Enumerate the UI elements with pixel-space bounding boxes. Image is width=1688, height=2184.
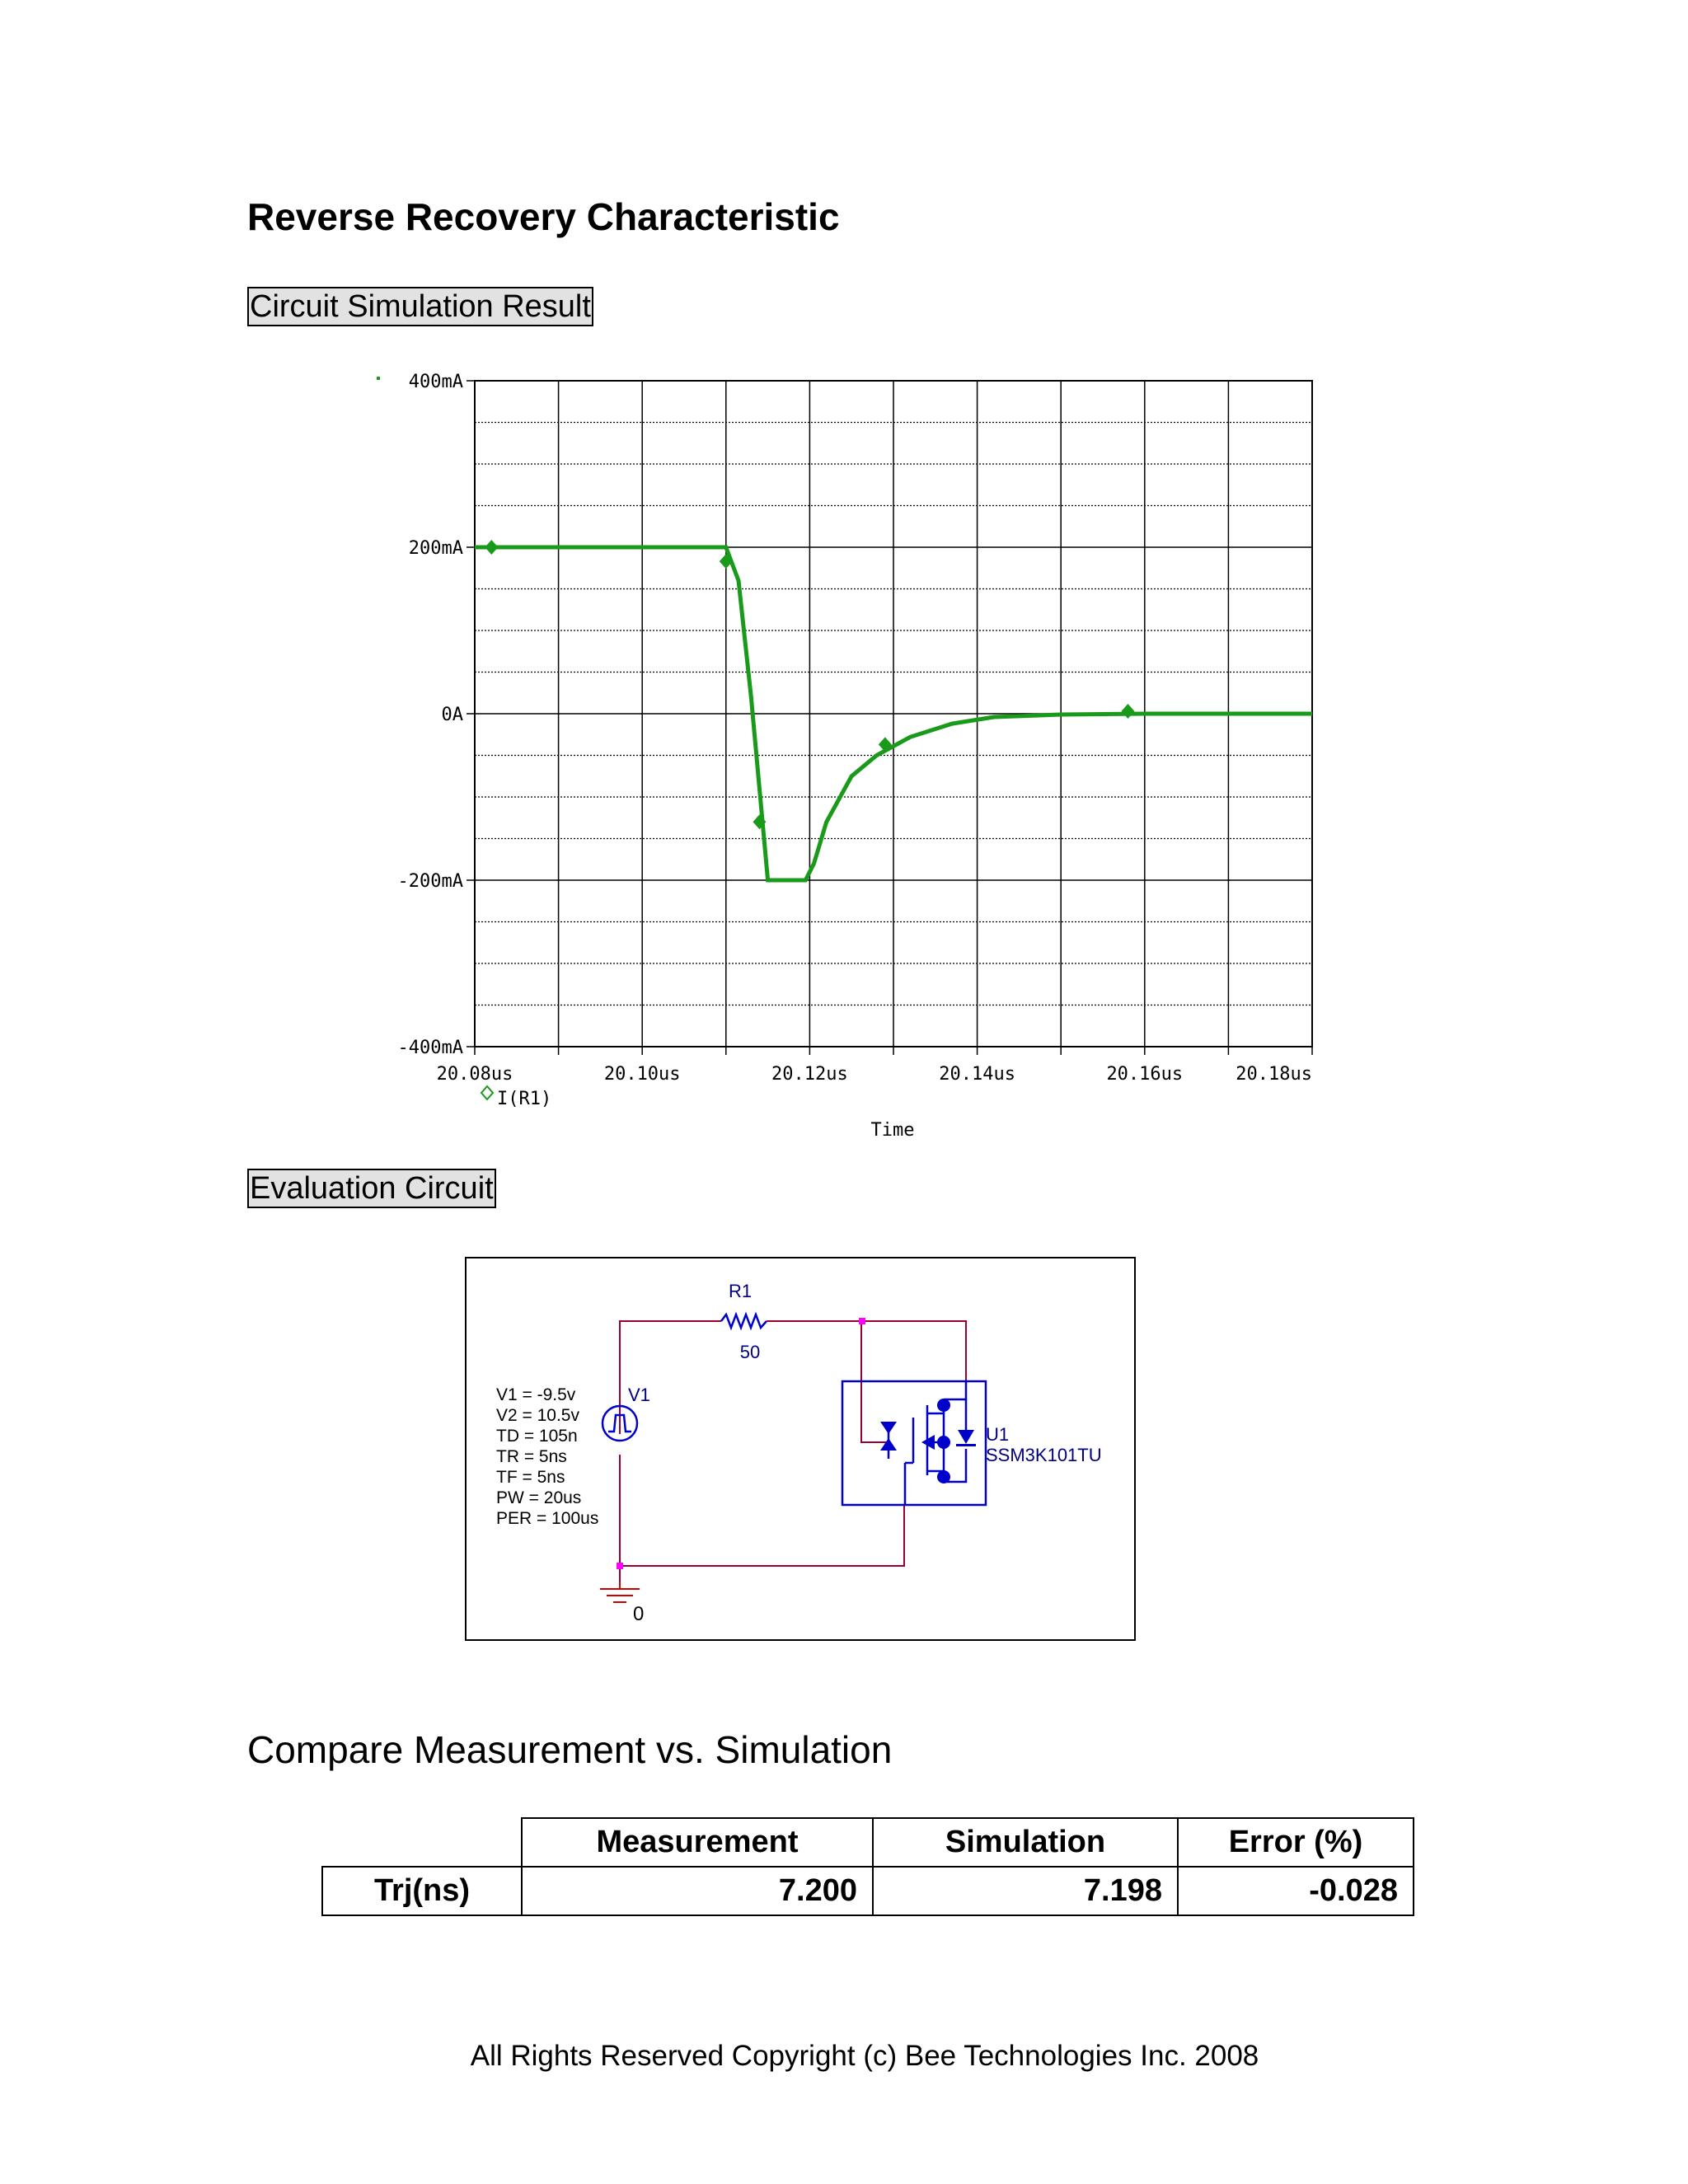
- x-tick-label: 20.14us: [939, 1064, 1015, 1085]
- header-simulation: Simulation: [872, 1817, 1179, 1868]
- mosfet-u1-details: [880, 1399, 976, 1483]
- header-measurement: Measurement: [521, 1817, 874, 1868]
- x-tick-label: 20.10us: [604, 1064, 681, 1085]
- footer-copyright: All Rights Reserved Copyright (c) Bee Te…: [470, 2040, 1259, 2072]
- pulse-source-v1-icon: [601, 1404, 639, 1442]
- ground-icon: [600, 1582, 640, 1603]
- header-blank-cell: [322, 1818, 522, 1867]
- data-point-marker: [1121, 703, 1135, 719]
- x-tick-label: 20.12us: [771, 1064, 848, 1085]
- node-marker: [617, 1563, 623, 1569]
- legend-label: I(R1): [497, 1089, 551, 1109]
- legend-marker-icon: [480, 1085, 495, 1101]
- data-point-marker: [878, 737, 892, 752]
- v1-param-line: TR = 5ns: [496, 1447, 567, 1466]
- u1-part: SSM3K101TU: [986, 1445, 1102, 1465]
- mosfet-u1-icon: [841, 1380, 987, 1507]
- series-line-i-r1: [475, 545, 1312, 883]
- error-value: -0.028: [1177, 1866, 1414, 1916]
- row-label: Trj(ns): [321, 1866, 523, 1916]
- v1-param-line: PER = 100us: [496, 1509, 598, 1528]
- compare-title: Compare Measurement vs. Simulation: [247, 1728, 893, 1771]
- y-tick-labels: 400mA 200mA 0A -200mA -400mA: [398, 372, 463, 1058]
- y-tick-label: 200mA: [409, 538, 463, 559]
- header-error: Error (%): [1177, 1817, 1414, 1868]
- v1-param-line: V1 = -9.5v: [496, 1385, 576, 1404]
- y-tick-label: -200mA: [398, 871, 463, 892]
- u1-label: U1: [986, 1424, 1009, 1445]
- x-tick-labels: 20.08us 20.10us 20.12us 20.14us 20.16us 20.18…: [437, 1064, 1312, 1085]
- v1-param-line: TF = 5ns: [496, 1468, 565, 1487]
- data-point-marker: [719, 554, 733, 569]
- r1-label: R1: [729, 1281, 752, 1301]
- chart-grid: [475, 381, 1312, 1047]
- r1-value: 50: [740, 1342, 760, 1362]
- x-tick-label: 20.16us: [1106, 1064, 1183, 1085]
- node-marker: [859, 1318, 865, 1324]
- data-point-marker: [485, 540, 499, 555]
- section-label-simulation: Circuit Simulation Result: [247, 287, 593, 326]
- table-row: Trj(ns) 7.200 7.198 -0.028: [321, 1866, 1414, 1916]
- comparison-table: Measurement Simulation Error (%) Trj(ns)…: [321, 1817, 1414, 1916]
- v1-label: V1: [628, 1385, 650, 1405]
- wires: [619, 1320, 967, 1582]
- y-tick-label: -400mA: [398, 1038, 463, 1058]
- ground-label: 0: [633, 1603, 644, 1625]
- v1-param-line: TD = 105n: [496, 1427, 578, 1446]
- x-tick-label: 20.18us: [1236, 1064, 1312, 1085]
- simulation-value: 7.198: [872, 1866, 1179, 1916]
- y-tick-label: 0A: [442, 705, 464, 725]
- section-label-evaluation: Evaluation Circuit: [247, 1169, 496, 1208]
- page-title: Reverse Recovery Characteristic: [247, 195, 840, 238]
- measurement-value: 7.200: [521, 1866, 874, 1916]
- v1-param-line: V2 = 10.5v: [496, 1406, 579, 1425]
- table-header-row: Measurement Simulation Error (%): [322, 1817, 1414, 1868]
- axis-ticks: [467, 380, 1313, 1055]
- x-axis-title: Time: [871, 1120, 915, 1141]
- circuit-frame: [465, 1257, 1136, 1641]
- y-tick-label: 400mA: [409, 372, 463, 392]
- x-tick-label: 20.08us: [437, 1064, 513, 1085]
- y-axis-marker: [377, 377, 380, 380]
- series-markers: [485, 540, 1135, 830]
- data-point-marker: [753, 814, 767, 830]
- resistor-r1-icon: [720, 1311, 767, 1331]
- v1-param-line: PW = 20us: [496, 1488, 581, 1507]
